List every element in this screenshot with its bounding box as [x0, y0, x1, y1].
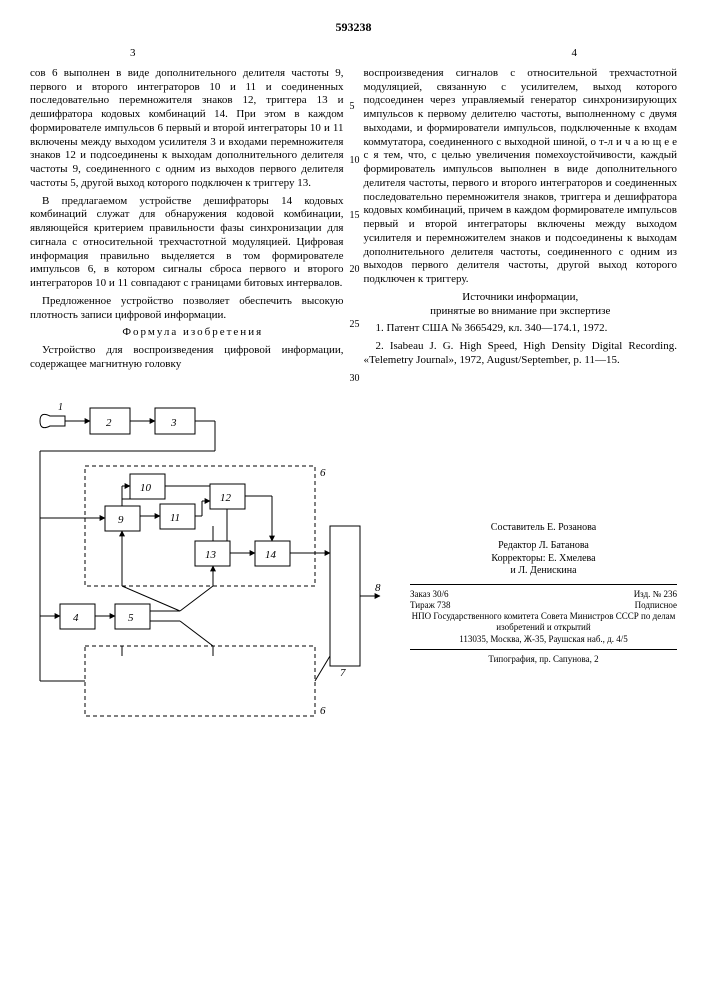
right-column: 5 10 15 20 25 30 воспроизведения сигнало… [364, 67, 678, 376]
node-6t-label: 6 [320, 467, 326, 479]
node-1: 1 [40, 402, 65, 428]
node-2-label: 2 [106, 417, 112, 429]
node-8-label: 8 [375, 582, 381, 594]
podpis: Подписное [635, 600, 677, 611]
block-diagram: 1 2 3 6 9 10 11 12 [30, 396, 390, 736]
correctors: Корректоры: Е. Хмелева [491, 553, 595, 564]
left-p2: В предлагаемом устройстве дешифраторы 14… [30, 195, 344, 291]
node-13-label: 13 [205, 549, 217, 561]
svg-text:1: 1 [58, 402, 63, 413]
compiler: Составитель Е. Розанова [410, 522, 677, 535]
credits-block: Составитель Е. Розанова Редактор Л. Бата… [410, 396, 677, 736]
ln-20: 20 [350, 264, 360, 277]
left-p1: сов 6 выполнен в виде дополнительного де… [30, 67, 344, 191]
dashed-box-bottom [85, 646, 315, 716]
diagram-svg: 1 2 3 6 9 10 11 12 [30, 396, 390, 736]
ref2: 2. Isabeau J. G. High Speed, High Densit… [364, 340, 678, 368]
line-numbers: 5 10 15 20 25 30 [350, 67, 360, 386]
editor: Редактор Л. Батанова [498, 540, 589, 551]
node-12-label: 12 [220, 492, 232, 504]
ln-10: 10 [350, 155, 360, 168]
formula-title: Формула изобретения [30, 326, 344, 340]
ln-30: 30 [350, 373, 360, 386]
right-p1: воспроизведения сигналов с относительной… [364, 67, 678, 287]
node-5-label: 5 [128, 612, 134, 624]
node-14-label: 14 [265, 549, 277, 561]
left-p3: Предложенное устройство позволяет обеспе… [30, 295, 344, 323]
page-num-left: 3 [130, 47, 136, 61]
node-9-label: 9 [118, 514, 124, 526]
ln-15: 15 [350, 210, 360, 223]
node-7-box [330, 526, 360, 666]
page-numbers-row: 3 4 [30, 47, 677, 61]
ref1: 1. Патент США № 3665429, кл. 340—174.1, … [364, 322, 678, 336]
patent-number: 593238 [30, 20, 677, 35]
page-num-right: 4 [572, 47, 578, 61]
node-4-label: 4 [73, 612, 79, 624]
sources-title: Источники информации, [364, 291, 678, 305]
tirazh: Тираж 738 [410, 600, 451, 611]
dashed-box-top [85, 466, 315, 586]
order: Заказ 30/6 [410, 589, 449, 600]
node-3-label: 3 [170, 417, 177, 429]
addr: 113035, Москва, Ж-35, Раушская наб., д. … [410, 634, 677, 645]
typo: Типография, пр. Сапунова, 2 [410, 654, 677, 665]
node-11-label: 11 [170, 512, 180, 524]
ln-5: 5 [350, 101, 360, 114]
izd: Изд. № 236 [634, 589, 677, 600]
node-6b-label: 6 [320, 705, 326, 717]
divider-2 [410, 649, 677, 650]
correctors2: и Л. Денискина [510, 565, 576, 576]
text-columns: сов 6 выполнен в виде дополнительного де… [30, 67, 677, 376]
left-p4: Устройство для воспроизведения цифровой … [30, 344, 344, 372]
bottom-section: 1 2 3 6 9 10 11 12 [30, 396, 677, 736]
node-10-label: 10 [140, 482, 152, 494]
node-7-label: 7 [340, 667, 346, 679]
left-column: сов 6 выполнен в виде дополнительного де… [30, 67, 344, 376]
divider-1 [410, 584, 677, 585]
org: НПО Государственного комитета Совета Мин… [410, 611, 677, 634]
ln-25: 25 [350, 319, 360, 332]
sources-sub: принятые во внимание при экспертизе [364, 305, 678, 319]
